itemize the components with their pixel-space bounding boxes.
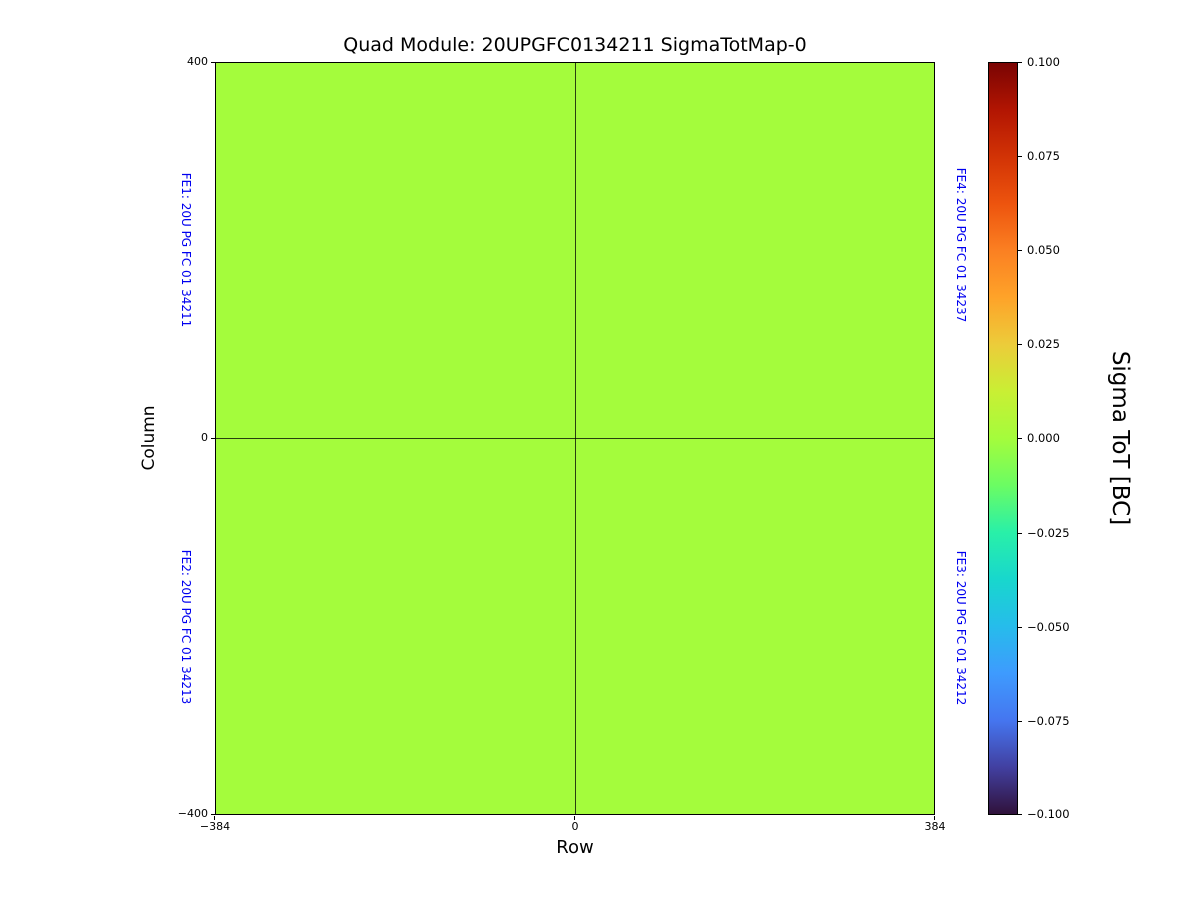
colorbar-tick-label: −0.075 (1027, 714, 1070, 728)
colorbar-label: Sigma ToT [BC] (1107, 350, 1133, 526)
x-tick-label: −384 (199, 820, 231, 833)
colorbar-tick-label: 0.075 (1027, 149, 1060, 163)
fe2-chip-label: FE2: 20U PG FC 01 34213 (179, 549, 193, 705)
colorbar-tick-mark (1018, 533, 1022, 534)
y-tick-label: 0 (201, 431, 208, 444)
fe1-chip-label: FE1: 20U PG FC 01 34211 (179, 172, 193, 328)
heatmap-plot-area (215, 62, 935, 815)
x-tick-label: 0 (571, 820, 579, 833)
quadrant-divider-horizontal (216, 438, 934, 439)
x-tick-mark (934, 816, 935, 820)
colorbar-tick-mark (1018, 344, 1022, 345)
fe3-chip-label: FE3: 20U PG FC 01 34212 (954, 550, 968, 706)
plot-title: Quad Module: 20UPGFC0134211 SigmaTotMap-… (343, 34, 807, 56)
x-tick-mark (214, 816, 215, 820)
x-axis-label: Row (556, 837, 594, 858)
colorbar-tick-label: −0.025 (1027, 526, 1070, 540)
y-axis-label: Column (139, 405, 159, 471)
colorbar-tick-label: −0.100 (1027, 807, 1070, 821)
colorbar-tick-mark (1018, 438, 1022, 439)
y-tick-label: 400 (187, 55, 208, 68)
y-tick-mark (211, 62, 215, 63)
colorbar-tick-mark (1018, 627, 1022, 628)
fe4-chip-label: FE4: 20U PG FC 01 34237 (954, 167, 968, 323)
colorbar-tick-mark (1018, 250, 1022, 251)
y-tick-mark (211, 438, 215, 439)
x-tick-mark (574, 816, 575, 820)
colorbar-tick-label: 0.050 (1027, 243, 1060, 257)
colorbar-tick-mark (1018, 156, 1022, 157)
x-tick-label: 384 (924, 820, 946, 833)
colorbar-tick-mark (1018, 814, 1022, 815)
y-tick-label: −400 (177, 807, 208, 820)
colorbar-gradient (988, 62, 1018, 815)
colorbar-tick-mark (1018, 721, 1022, 722)
y-tick-mark (211, 814, 215, 815)
colorbar-tick-mark (1018, 62, 1022, 63)
colorbar-tick-label: 0.100 (1027, 55, 1060, 69)
colorbar-tick-label: 0.025 (1027, 337, 1060, 351)
colorbar-tick-label: 0.000 (1027, 431, 1060, 445)
colorbar-tick-label: −0.050 (1027, 620, 1070, 634)
